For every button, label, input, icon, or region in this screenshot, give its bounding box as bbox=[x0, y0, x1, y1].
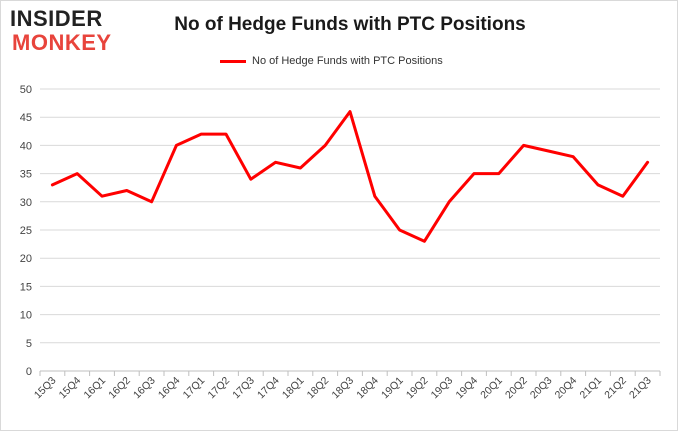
chart-title: No of Hedge Funds with PTC Positions bbox=[174, 14, 526, 35]
x-tick-label: 18Q3 bbox=[329, 375, 356, 402]
y-tick-label: 25 bbox=[20, 225, 32, 237]
series-line bbox=[50, 110, 650, 243]
data-point bbox=[101, 195, 104, 198]
y-tick-label: 40 bbox=[20, 140, 32, 152]
data-point bbox=[249, 178, 252, 181]
y-tick-label: 0 bbox=[26, 366, 32, 378]
data-point bbox=[150, 200, 153, 203]
x-tick-label: 15Q3 bbox=[32, 375, 59, 402]
data-point bbox=[373, 195, 376, 198]
x-tick-label: 21Q2 bbox=[602, 375, 629, 402]
chart-legend: No of Hedge Funds with PTC Positions bbox=[220, 52, 443, 70]
x-tick-label: 16Q3 bbox=[131, 375, 158, 402]
data-point bbox=[349, 110, 352, 113]
data-point bbox=[547, 150, 550, 153]
x-tick-label: 20Q4 bbox=[553, 375, 580, 402]
x-tick-label: 16Q4 bbox=[156, 375, 183, 402]
logo-text-insider: INSIDER bbox=[10, 6, 103, 31]
x-tick-label: 20Q2 bbox=[503, 375, 530, 402]
x-tick-label: 18Q2 bbox=[305, 375, 332, 402]
y-tick-label: 30 bbox=[20, 197, 32, 209]
data-point bbox=[76, 172, 79, 175]
x-tick-label: 16Q2 bbox=[106, 375, 133, 402]
x-tick-label: 15Q4 bbox=[57, 375, 84, 402]
x-tick-label: 21Q1 bbox=[577, 375, 604, 402]
legend-line-swatch bbox=[220, 59, 246, 63]
x-tick-label: 19Q3 bbox=[429, 375, 456, 402]
data-point bbox=[646, 161, 649, 164]
x-tick-label: 19Q1 bbox=[379, 375, 406, 402]
x-tick-label: 18Q1 bbox=[280, 375, 307, 402]
x-tick-label: 16Q1 bbox=[81, 375, 108, 402]
logo-text-monkey: MONKEY bbox=[12, 30, 112, 55]
data-point bbox=[200, 133, 203, 136]
data-point bbox=[175, 144, 178, 147]
data-point bbox=[497, 172, 500, 175]
x-tick-label: 19Q4 bbox=[453, 375, 480, 402]
data-point bbox=[621, 195, 624, 198]
data-point bbox=[51, 183, 54, 186]
y-tick-label: 20 bbox=[20, 253, 32, 265]
data-point bbox=[225, 133, 228, 136]
x-tick-label: 17Q1 bbox=[181, 375, 208, 402]
data-point bbox=[423, 240, 426, 243]
x-tick-label: 17Q3 bbox=[230, 375, 257, 402]
y-tick-label: 15 bbox=[20, 281, 32, 293]
x-tick-label: 18Q4 bbox=[354, 375, 381, 402]
x-tick-label: 19Q2 bbox=[404, 375, 431, 402]
data-point bbox=[125, 189, 128, 192]
data-point bbox=[324, 144, 327, 147]
data-point bbox=[597, 183, 600, 186]
x-tick-label: 21Q3 bbox=[627, 375, 654, 402]
data-point bbox=[572, 155, 575, 158]
y-tick-label: 35 bbox=[20, 169, 32, 181]
data-point bbox=[299, 166, 302, 169]
x-tick-label: 17Q4 bbox=[255, 375, 282, 402]
data-point bbox=[522, 144, 525, 147]
y-tick-label: 50 bbox=[20, 84, 32, 96]
y-tick-label: 45 bbox=[20, 112, 32, 124]
y-tick-label: 5 bbox=[26, 338, 32, 350]
data-point bbox=[274, 161, 277, 164]
x-tick-label: 20Q3 bbox=[528, 375, 555, 402]
x-tick-label: 20Q1 bbox=[478, 375, 505, 402]
insider-monkey-logo: INSIDER MONKEY bbox=[10, 6, 128, 55]
data-point bbox=[448, 200, 451, 203]
y-tick-label: 10 bbox=[20, 310, 32, 322]
data-point bbox=[398, 229, 401, 232]
x-tick-label: 17Q2 bbox=[205, 375, 232, 402]
legend-label: No of Hedge Funds with PTC Positions bbox=[252, 55, 443, 67]
data-point bbox=[473, 172, 476, 175]
